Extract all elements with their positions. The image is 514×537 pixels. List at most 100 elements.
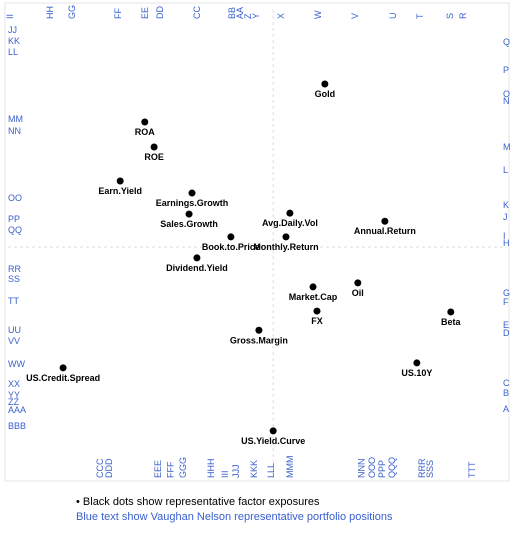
position-label: DDD [104,458,114,478]
point-label: Earn.Yield [98,186,142,196]
position-label: NN [8,126,21,136]
point [227,233,235,241]
position-label: Q [503,37,510,47]
position-label: Y [251,13,261,19]
position-label: FF [113,8,123,19]
position-label: J [503,212,508,222]
position-label: DD [155,6,165,19]
position-label: L [503,165,508,175]
position-label: KK [8,36,20,46]
position-label: B [503,388,509,398]
position-label: AAA [8,405,26,415]
position-label: TT [8,296,19,306]
point [321,80,329,88]
plot-frame [4,2,510,482]
point [150,143,158,151]
point-label: Dividend.Yield [166,263,228,273]
position-label: II [5,14,15,19]
point [116,177,124,185]
position-label: C [503,378,510,388]
position-label: F [503,297,509,307]
point-label: Book.to.Price [202,242,260,252]
point-label: US.10Y [401,368,432,378]
note: Blue text show Vaughan Nelson representa… [76,511,393,523]
position-label: NNN [357,459,367,479]
point-label: US.Credit.Spread [26,373,100,383]
position-label: CCC [95,458,105,478]
position-label: YY [8,390,20,400]
position-label: M [503,142,511,152]
position-label: UU [8,325,21,335]
position-label: HH [45,6,55,19]
position-label: JJ [8,25,17,35]
position-label: III [220,470,230,478]
point [286,209,294,217]
position-label: MM [8,114,23,124]
position-label: KKK [249,460,259,478]
position-label: O [503,89,510,99]
note: • Black dots show representative factor … [76,496,320,508]
point [381,217,389,225]
point [282,233,290,241]
position-label: VV [8,336,20,346]
position-label: X [276,13,286,19]
position-label: E [503,320,509,330]
position-label: LL [8,47,18,57]
position-label: TTT [467,461,477,478]
point-label: Gross.Margin [230,335,288,345]
position-label: BBB [8,421,26,431]
position-label: SS [8,274,20,284]
position-label: PPP [377,460,387,478]
position-label: OO [8,193,22,203]
position-label: R [458,12,468,19]
position-label: XX [8,379,20,389]
position-label: ZZ [8,397,19,407]
position-label: LLL [266,463,276,478]
position-label: EEE [153,460,163,478]
position-label: U [388,13,398,20]
position-label: FFF [165,461,175,478]
position-label: WW [8,359,25,369]
position-label: D [503,328,510,338]
position-label: JJJ [231,465,241,479]
point [313,307,321,315]
position-label: BB [227,7,237,19]
point-label: Avg.Daily.Vol [262,218,318,228]
point-label: Oil [352,288,364,298]
position-label: AA [235,7,245,19]
position-label: PP [8,214,20,224]
point [447,308,455,316]
position-label: RRR [417,458,427,478]
position-label: CC [192,6,202,19]
position-label: G [503,288,510,298]
position-label: SSS [425,460,435,478]
position-label: QQQ [387,457,397,478]
point-label: Earnings.Growth [156,198,229,208]
point-label: Gold [315,89,336,99]
point [185,210,193,218]
position-label: GG [67,5,77,19]
position-label: V [350,13,360,19]
point [269,427,277,435]
point [354,279,362,287]
point-label: Beta [441,317,462,327]
point-label: Market.Cap [289,292,338,302]
position-label: H [503,238,510,248]
point [255,326,263,334]
position-label: QQ [8,225,22,235]
position-label: I [503,231,506,241]
point-label: Sales.Growth [160,219,218,229]
point [188,189,196,197]
position-label: P [503,65,509,75]
point-label: Annual.Return [354,226,416,236]
position-label: K [503,200,509,210]
point-label: ROA [135,127,156,137]
position-label: T [415,13,425,19]
point [413,359,421,367]
position-label: EE [140,7,150,19]
position-label: MMM [285,456,295,479]
point-label: ROE [144,152,164,162]
position-label: N [503,96,510,106]
position-label: Z [243,13,253,19]
